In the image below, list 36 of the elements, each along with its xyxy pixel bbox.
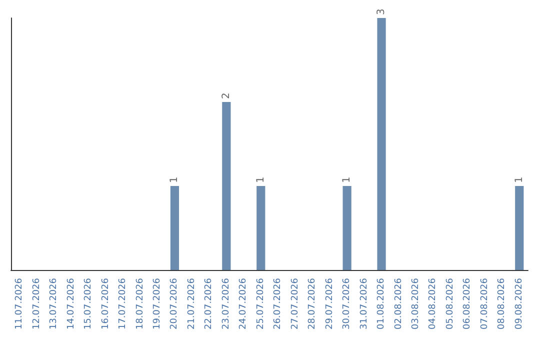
x-tick-label: 06.08.2026 — [462, 278, 473, 330]
x-tick-label: 24.07.2026 — [238, 278, 249, 330]
x-tick-label: 05.08.2026 — [445, 278, 456, 330]
x-tick-label: 17.07.2026 — [118, 278, 128, 330]
x-tick-label: 08.08.2026 — [497, 278, 508, 330]
x-tick-label: 29.07.2026 — [324, 278, 335, 330]
data-label: 1 — [169, 176, 180, 183]
x-tick-label: 30.07.2026 — [342, 278, 352, 330]
data-label: 1 — [255, 176, 266, 183]
x-tick-label: 04.08.2026 — [428, 278, 438, 330]
x-tick-label: 09.08.2026 — [514, 278, 524, 330]
x-tick-label: 12.07.2026 — [32, 278, 42, 330]
x-tick-label: 11.07.2026 — [14, 278, 25, 330]
x-tick-label: 22.07.2026 — [204, 278, 214, 330]
x-tick-label: 14.07.2026 — [66, 278, 76, 330]
x-tick-label: 16.07.2026 — [100, 278, 111, 330]
x-tick-label: 21.07.2026 — [186, 278, 197, 330]
x-tick-label: 28.07.2026 — [308, 278, 318, 330]
x-tick-label: 26.07.2026 — [273, 278, 284, 330]
data-label: 3 — [376, 8, 388, 15]
x-tick-label: 07.08.2026 — [480, 278, 490, 330]
data-label: 2 — [220, 92, 232, 99]
x-tick-label: 19.07.2026 — [152, 278, 162, 330]
x-tick-label: 31.07.2026 — [359, 278, 370, 330]
x-tick-label: 03.08.2026 — [410, 278, 421, 330]
x-tick-label: 01.08.2026 — [376, 278, 387, 330]
x-tick-label: 20.07.2026 — [170, 278, 180, 330]
x-tick-label: 27.07.2026 — [290, 278, 300, 330]
data-label: 1 — [514, 176, 525, 183]
data-label: 1 — [342, 176, 353, 183]
x-tick-label: 25.07.2026 — [256, 278, 266, 330]
x-tick-label: 23.07.2026 — [221, 278, 232, 330]
x-tick-label: 02.08.2026 — [394, 278, 404, 330]
x-tick-label: 15.07.2026 — [84, 278, 94, 330]
x-tick-label: 18.07.2026 — [135, 278, 146, 330]
x-tick-label: 13.07.2026 — [49, 278, 60, 330]
